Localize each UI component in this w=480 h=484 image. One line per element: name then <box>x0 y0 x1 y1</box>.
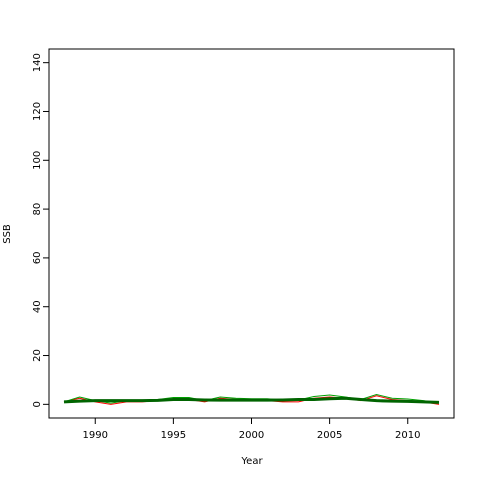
x-tick-label: 1995 <box>161 430 186 441</box>
y-axis-title: SSB <box>2 224 13 244</box>
y-tick-label: 0 <box>32 401 43 407</box>
y-tick-label: 140 <box>32 53 43 72</box>
x-tick-label: 2000 <box>239 430 264 441</box>
x-tick-label: 2005 <box>317 430 342 441</box>
x-tick-label: 2010 <box>395 430 420 441</box>
y-tick-label: 120 <box>32 102 43 121</box>
plot-box <box>48 48 455 419</box>
y-tick-label: 60 <box>32 252 43 265</box>
y-tick-label: 100 <box>32 151 43 170</box>
y-tick-label: 40 <box>32 300 43 313</box>
y-tick-label: 20 <box>32 349 43 362</box>
x-axis-title: Year <box>240 456 263 467</box>
series-line <box>63 396 440 404</box>
y-tick-label: 80 <box>32 203 43 216</box>
x-tick-label: 1990 <box>83 430 108 441</box>
